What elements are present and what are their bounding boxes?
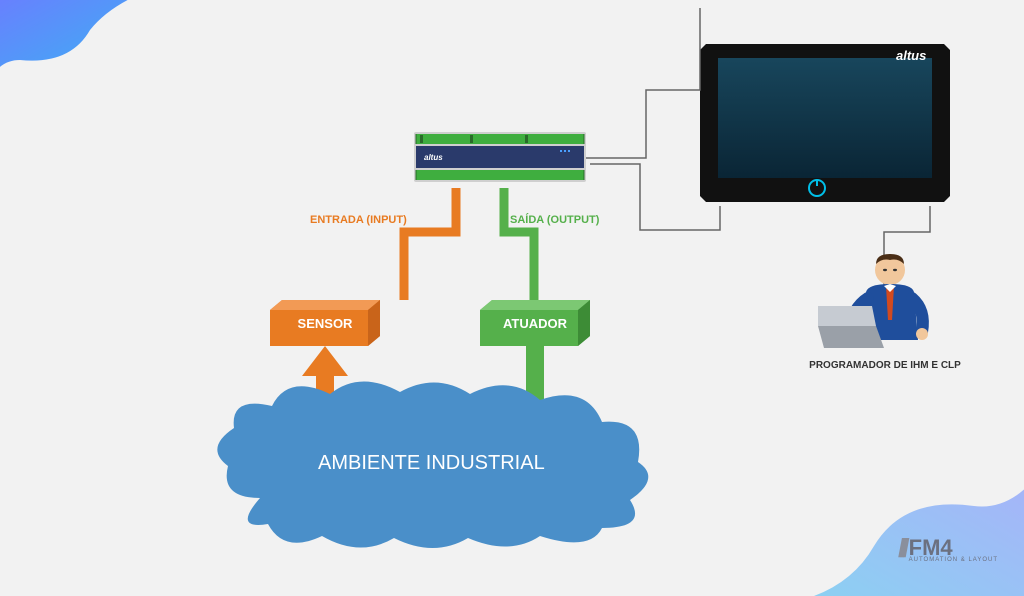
programmer-label: PROGRAMADOR DE IHM E CLP xyxy=(800,360,970,371)
sensor-box: SENSOR xyxy=(270,300,380,346)
hmi-brand: altus xyxy=(896,48,1006,63)
actuator-box: ATUADOR xyxy=(480,300,590,346)
logo-subtitle: AUTOMATION & LAYOUT xyxy=(909,557,998,563)
programmer-figure xyxy=(818,248,948,358)
plc-device: altus xyxy=(410,126,590,188)
fm4-logo: /// FM4 AUTOMATION & LAYOUT xyxy=(898,533,998,564)
output-label: SAÍDA (OUTPUT) xyxy=(510,214,599,226)
logo-slash-icon: /// xyxy=(898,533,905,564)
connector-plc-hmi xyxy=(586,156,706,246)
hmi-monitor xyxy=(700,38,950,208)
decor-curve-bottom-right xyxy=(814,426,1024,596)
decor-curve-top-left xyxy=(0,0,150,80)
cloud-label: AMBIENTE INDUSTRIAL xyxy=(318,452,545,475)
sensor-label: SENSOR xyxy=(298,316,353,331)
plc-brand: altus xyxy=(424,153,443,162)
actuator-label: ATUADOR xyxy=(503,316,567,331)
logo-text: FM4 xyxy=(909,535,953,560)
input-label: ENTRADA (INPUT) xyxy=(310,214,407,226)
